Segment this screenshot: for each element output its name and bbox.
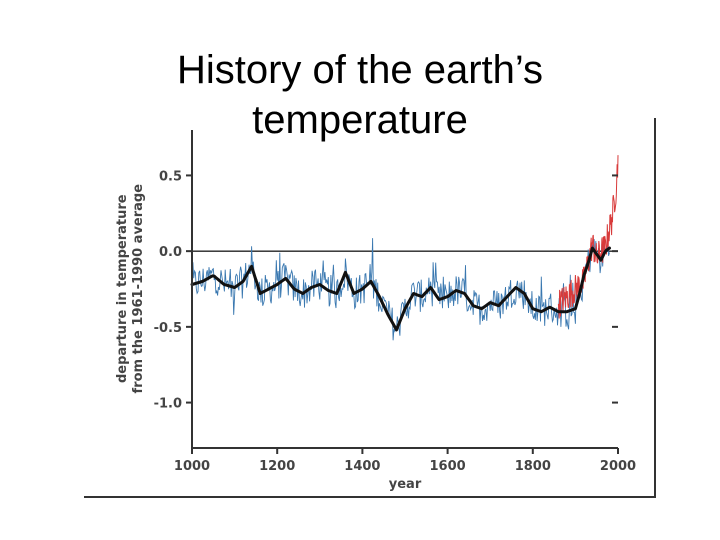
slide-title: History of the earth’s temperature — [0, 45, 720, 145]
smoothed-temperature-line — [190, 246, 611, 332]
frame-right-border — [654, 118, 656, 498]
x-axis-label: year — [389, 477, 422, 492]
axes-layer: 0.5 0.0 -0.5 -1.0 1000 1200 1400 1600 1800 2000 — [154, 130, 636, 474]
series-layer — [190, 155, 619, 341]
instrumental-record-line — [557, 155, 619, 319]
x-tick-label: 1600 — [430, 459, 466, 474]
y-tick-label: 0.5 — [159, 169, 182, 184]
x-tick-label: 2000 — [600, 459, 636, 474]
y-axis-label-line-1: departure in temperature — [115, 194, 130, 383]
x-tick-label: 1200 — [259, 459, 295, 474]
y-tick-label: 0.0 — [159, 245, 182, 260]
y-tick-label: -0.5 — [154, 321, 182, 336]
proxy-data-line — [191, 238, 610, 341]
frame-bottom-border — [84, 496, 656, 498]
slide-title-line-1: History of the earth’s — [176, 47, 544, 92]
slide-title-line-2: temperature — [252, 97, 468, 142]
y-tick-label: -1.0 — [154, 397, 182, 412]
y-axis-label-line-2: from the 1961-1990 average — [131, 184, 146, 394]
temperature-chart: 0.5 0.0 -0.5 -1.0 1000 1200 1400 1600 1800 2000 y… — [115, 130, 636, 492]
x-tick-label: 1800 — [515, 459, 551, 474]
figure-frame — [84, 118, 656, 498]
x-tick-label: 1400 — [344, 459, 380, 474]
x-tick-label: 1000 — [174, 459, 210, 474]
